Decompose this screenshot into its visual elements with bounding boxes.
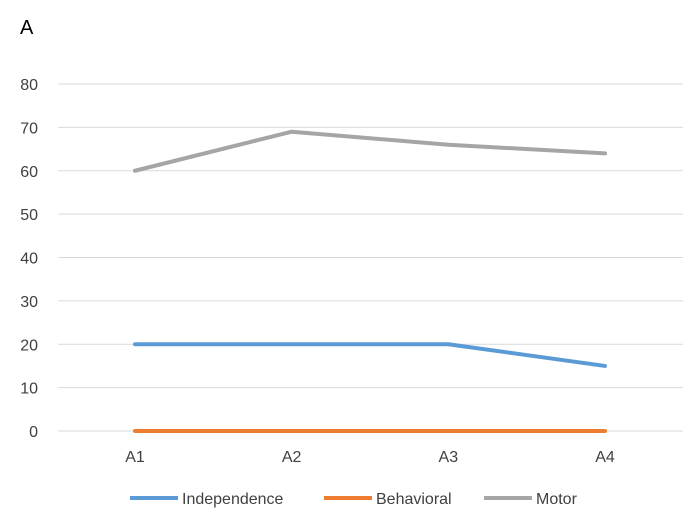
y-tick-label: 70 [20,120,38,137]
x-axis-ticks: A1 A2 A3 A4 [125,449,615,466]
y-tick-label: 10 [20,381,38,398]
y-tick-label: 50 [20,207,38,224]
y-tick-label: 20 [20,337,38,354]
legend: Independence Behavioral Motor [130,491,578,508]
x-tick-label: A4 [595,449,615,466]
series-line-independence [133,342,607,368]
series-lines [133,129,607,433]
y-tick-label: 30 [20,294,38,311]
y-tick-label: 0 [29,424,38,441]
y-tick-label: 80 [20,77,38,94]
x-tick-label: A3 [439,449,459,466]
x-tick-label: A2 [282,449,302,466]
legend-label-motor: Motor [536,491,578,508]
legend-label-independence: Independence [182,491,284,508]
y-axis-ticks: 0 10 20 30 40 50 60 70 80 [20,77,38,441]
panel-label: A [20,17,34,39]
y-tick-label: 60 [20,164,38,181]
series-line-motor [133,129,607,173]
y-tick-label: 40 [20,251,38,268]
legend-label-behavioral: Behavioral [376,491,452,508]
grid [58,83,683,432]
x-tick-label: A1 [125,449,145,466]
